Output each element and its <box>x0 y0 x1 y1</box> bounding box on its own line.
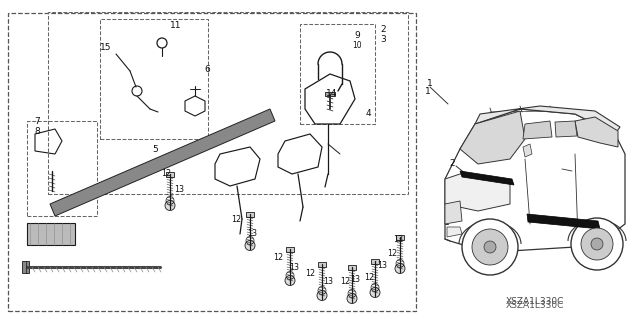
Polygon shape <box>460 111 525 164</box>
Bar <box>325 92 335 96</box>
Bar <box>8 13 416 311</box>
Bar <box>348 265 356 270</box>
Polygon shape <box>523 144 532 157</box>
Text: 13: 13 <box>377 261 387 270</box>
Text: 3: 3 <box>380 34 386 43</box>
Circle shape <box>571 218 623 270</box>
Text: 12: 12 <box>305 270 315 278</box>
Polygon shape <box>575 117 618 147</box>
Bar <box>166 172 174 177</box>
Text: 4: 4 <box>365 109 371 118</box>
Text: 2: 2 <box>380 25 386 33</box>
Bar <box>22 261 29 273</box>
Text: 12: 12 <box>273 253 283 262</box>
Text: 12: 12 <box>387 249 397 258</box>
Bar <box>300 24 375 124</box>
Text: XSZA1L330C: XSZA1L330C <box>506 300 564 309</box>
Polygon shape <box>445 174 510 211</box>
Text: 13: 13 <box>323 277 333 286</box>
Polygon shape <box>555 121 577 137</box>
Circle shape <box>581 228 613 260</box>
Bar <box>100 19 208 139</box>
Text: 6: 6 <box>204 64 210 73</box>
Circle shape <box>484 241 496 253</box>
Circle shape <box>165 201 175 211</box>
Text: 13: 13 <box>289 263 299 271</box>
Text: 12: 12 <box>231 214 241 224</box>
Polygon shape <box>460 171 514 185</box>
Text: 10: 10 <box>352 41 362 49</box>
Circle shape <box>472 229 508 265</box>
Text: 9: 9 <box>354 31 360 40</box>
Bar <box>48 12 408 194</box>
Polygon shape <box>527 214 600 229</box>
Text: 13: 13 <box>174 184 184 194</box>
Polygon shape <box>50 109 275 216</box>
Text: 2: 2 <box>449 160 455 168</box>
Circle shape <box>370 287 380 298</box>
Bar <box>396 235 404 240</box>
Bar <box>246 212 254 217</box>
Circle shape <box>285 276 295 286</box>
Text: 8: 8 <box>34 127 40 136</box>
Text: 11: 11 <box>170 21 182 31</box>
Circle shape <box>245 241 255 250</box>
Bar <box>318 262 326 267</box>
Text: 13: 13 <box>350 275 360 284</box>
Text: 12: 12 <box>161 169 171 179</box>
Bar <box>27 223 75 245</box>
Text: 1: 1 <box>427 79 433 88</box>
Polygon shape <box>445 109 625 251</box>
Text: 5: 5 <box>152 145 158 153</box>
Text: 15: 15 <box>100 42 112 51</box>
Bar <box>371 259 379 264</box>
Text: XSZA1L330C: XSZA1L330C <box>506 296 564 306</box>
Circle shape <box>591 238 603 250</box>
Bar <box>27 121 97 216</box>
Text: 1: 1 <box>425 86 431 95</box>
Polygon shape <box>475 106 620 134</box>
Polygon shape <box>523 121 552 139</box>
Text: 7: 7 <box>34 116 40 125</box>
Text: 12: 12 <box>364 272 374 281</box>
Circle shape <box>317 291 327 300</box>
Text: 12: 12 <box>340 277 350 286</box>
Polygon shape <box>447 227 462 237</box>
Circle shape <box>347 293 357 303</box>
Text: 13: 13 <box>393 234 403 243</box>
Text: 14: 14 <box>326 90 338 99</box>
Circle shape <box>462 219 518 275</box>
Text: 13: 13 <box>247 229 257 239</box>
Bar <box>286 247 294 252</box>
Text: 3: 3 <box>611 226 617 235</box>
Circle shape <box>395 263 405 273</box>
Polygon shape <box>445 201 462 224</box>
